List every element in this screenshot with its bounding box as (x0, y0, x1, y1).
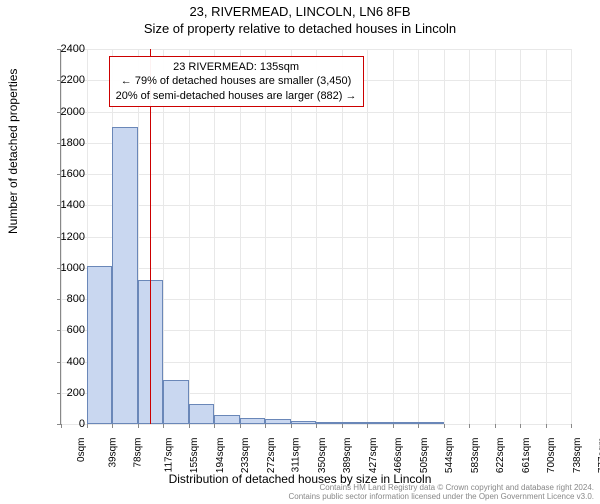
x-tick-label: 622sqm (495, 438, 506, 474)
x-tick-mark (316, 424, 317, 428)
title-sub: Size of property relative to detached ho… (0, 21, 600, 36)
x-tick-label: 78sqm (133, 438, 144, 468)
x-tick-label: 700sqm (546, 438, 557, 474)
grid-horizontal (61, 205, 571, 206)
x-tick-mark (112, 424, 113, 428)
histogram-bar (367, 422, 393, 424)
footer-line2: Contains public sector information licen… (288, 492, 594, 502)
grid-horizontal (61, 268, 571, 269)
grid-horizontal (61, 237, 571, 238)
histogram-bar (393, 422, 419, 424)
y-tick-label: 200 (45, 387, 85, 399)
x-tick-label: 389sqm (342, 438, 353, 474)
histogram-bar (189, 404, 215, 424)
x-tick-mark (393, 424, 394, 428)
x-tick-mark (138, 424, 139, 428)
footer-attribution: Contains HM Land Registry data © Crown c… (288, 483, 594, 502)
x-tick-label: 544sqm (444, 438, 455, 474)
x-tick-mark (189, 424, 190, 428)
x-tick-label: 311sqm (290, 438, 301, 473)
histogram-bar (291, 421, 317, 424)
histogram-bar (214, 415, 240, 424)
x-tick-mark (546, 424, 547, 428)
x-tick-label: 466sqm (393, 438, 404, 474)
y-tick-label: 1200 (45, 231, 85, 243)
grid-horizontal (61, 49, 571, 50)
x-tick-mark (469, 424, 470, 428)
x-tick-label: 272sqm (266, 438, 277, 474)
y-tick-label: 2400 (45, 43, 85, 55)
grid-horizontal (61, 174, 571, 175)
y-tick-label: 400 (45, 356, 85, 368)
grid-horizontal (61, 143, 571, 144)
x-tick-mark (240, 424, 241, 428)
y-tick-label: 1400 (45, 199, 85, 211)
histogram-bar (112, 127, 138, 424)
y-tick-label: 2200 (45, 74, 85, 86)
y-tick-label: 600 (45, 324, 85, 336)
histogram-bar (316, 422, 342, 424)
x-tick-label: 505sqm (419, 438, 430, 474)
annotation-line1: 23 RIVERMEAD: 135sqm (116, 60, 357, 74)
x-tick-label: 583sqm (470, 438, 481, 474)
x-tick-mark (87, 424, 88, 428)
x-tick-mark (444, 424, 445, 428)
y-tick-label: 0 (45, 418, 85, 430)
x-tick-mark (163, 424, 164, 428)
x-tick-mark (571, 424, 572, 428)
y-axis-label: Number of detached properties (6, 69, 20, 234)
footer-line1: Contains HM Land Registry data © Crown c… (288, 483, 594, 493)
y-tick-label: 2000 (45, 106, 85, 118)
annotation-line3: 20% of semi-detached houses are larger (… (116, 89, 357, 103)
histogram-bar (163, 380, 189, 424)
x-tick-mark (265, 424, 266, 428)
y-tick-label: 1600 (45, 168, 85, 180)
x-tick-label: 738sqm (572, 438, 583, 474)
x-tick-label: 155sqm (189, 438, 200, 474)
y-tick-label: 1000 (45, 262, 85, 274)
x-tick-mark (342, 424, 343, 428)
x-tick-label: 117sqm (163, 438, 174, 473)
histogram-bar (240, 418, 266, 424)
y-tick-label: 800 (45, 293, 85, 305)
x-tick-mark (214, 424, 215, 428)
x-tick-label: 194sqm (215, 438, 226, 474)
histogram-bar (87, 266, 113, 424)
x-tick-mark (418, 424, 419, 428)
y-tick-label: 1800 (45, 137, 85, 149)
x-tick-mark (291, 424, 292, 428)
annotation-line2: ← 79% of detached houses are smaller (3,… (116, 74, 357, 88)
title-main: 23, RIVERMEAD, LINCOLN, LN6 8FB (0, 4, 600, 19)
x-tick-label: 39sqm (107, 438, 118, 468)
grid-horizontal (61, 112, 571, 113)
x-tick-label: 661sqm (521, 438, 532, 474)
annotation-box: 23 RIVERMEAD: 135sqm← 79% of detached ho… (109, 56, 364, 107)
histogram-bar (265, 419, 291, 424)
x-tick-label: 0sqm (76, 438, 87, 462)
x-tick-mark (520, 424, 521, 428)
grid-vertical (571, 49, 572, 424)
histogram-bar (342, 422, 368, 424)
x-tick-label: 233sqm (240, 438, 251, 474)
histogram-bar (418, 422, 444, 424)
x-tick-label: 427sqm (368, 438, 379, 474)
x-tick-mark (367, 424, 368, 428)
x-tick-label: 350sqm (317, 438, 328, 474)
x-tick-mark (495, 424, 496, 428)
